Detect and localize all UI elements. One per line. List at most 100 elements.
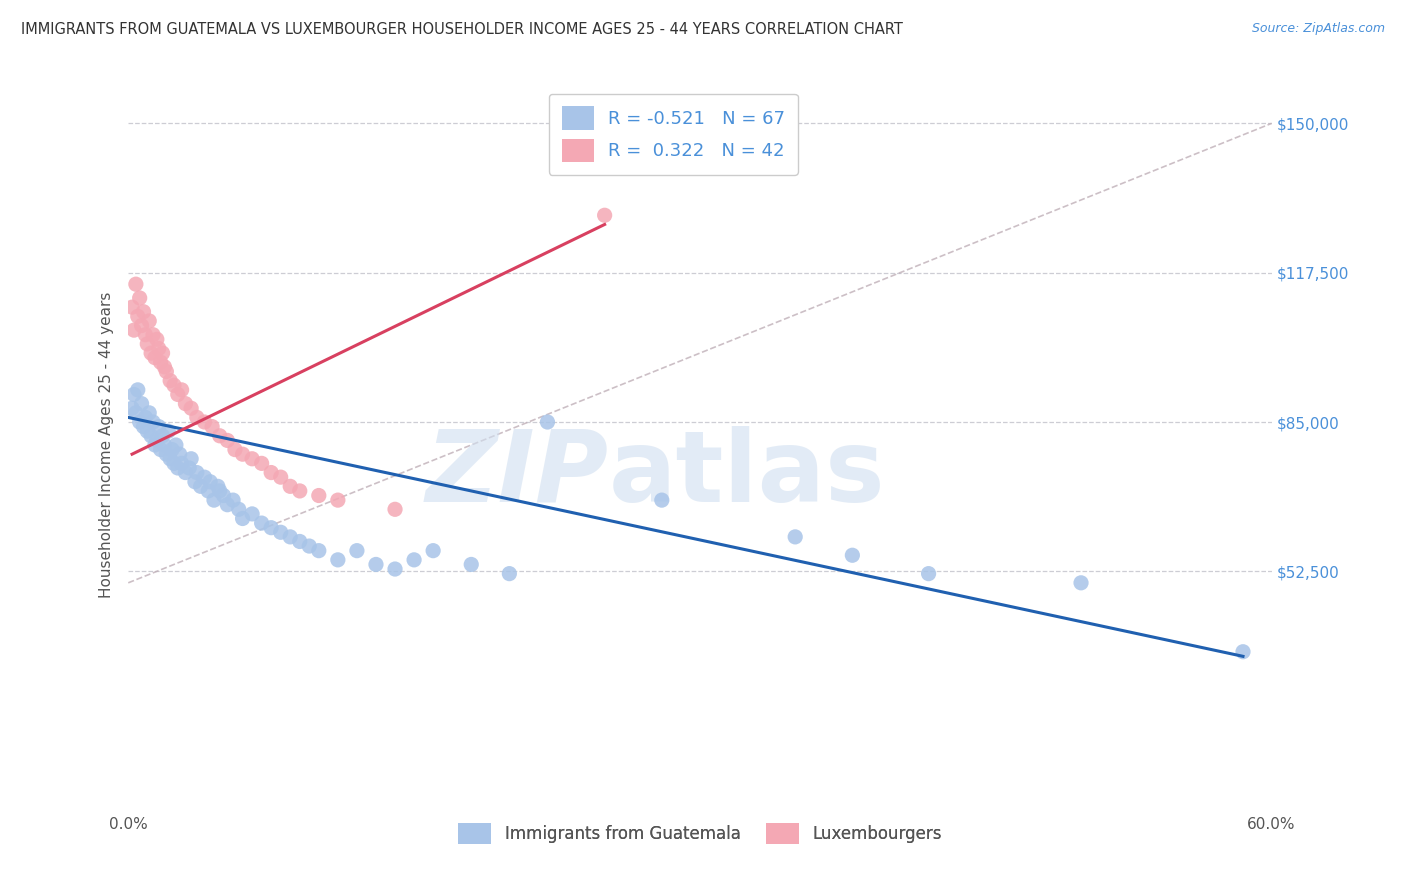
Point [180,401,202,416]
Point [278,479,301,493]
Point [198,475,221,489]
Point [224,442,246,457]
Point [1070,575,1092,590]
Point [364,558,387,572]
Point [121,300,143,314]
Point [128,291,150,305]
Point [142,415,165,429]
Point [308,543,330,558]
Point [326,553,349,567]
Point [240,451,263,466]
Point [159,451,181,466]
Point [139,429,162,443]
Point [142,327,165,342]
Legend: Immigrants from Guatemala, Luxembourgers: Immigrants from Guatemala, Luxembourgers [450,815,950,852]
Point [208,483,231,498]
Point [132,419,155,434]
Point [153,438,176,452]
Point [166,461,188,475]
Point [127,310,149,324]
Point [166,387,188,401]
Point [157,424,180,438]
Point [125,406,148,420]
Point [152,346,174,360]
Point [163,378,186,392]
Point [146,434,169,448]
Point [240,507,263,521]
Point [186,466,208,480]
Point [122,387,145,401]
Point [250,456,273,470]
Point [160,442,183,457]
Point [260,521,283,535]
Point [917,566,939,581]
Point [170,383,193,397]
Point [149,355,172,369]
Point [148,342,170,356]
Text: IMMIGRANTS FROM GUATEMALA VS LUXEMBOURGER HOUSEHOLDER INCOME AGES 25 - 44 YEARS : IMMIGRANTS FROM GUATEMALA VS LUXEMBOURGE… [21,22,903,37]
Point [250,516,273,530]
Point [125,277,148,292]
Point [163,456,186,470]
Point [139,346,162,360]
Point [134,327,156,342]
Point [136,424,159,438]
Point [278,530,301,544]
Point [180,451,202,466]
Point [785,530,807,544]
Point [149,442,172,457]
Point [384,562,406,576]
Point [193,470,215,484]
Point [422,543,444,558]
Text: atlas: atlas [609,425,884,523]
Point [128,415,150,429]
Point [193,415,215,429]
Point [536,415,558,429]
Point [228,502,250,516]
Point [346,543,368,558]
Point [326,493,349,508]
Point [384,502,406,516]
Point [131,397,153,411]
Point [207,479,229,493]
Point [460,558,482,572]
Point [288,483,311,498]
Point [174,466,197,480]
Point [212,489,235,503]
Point [232,511,254,525]
Point [288,534,311,549]
Point [159,374,181,388]
Point [217,498,239,512]
Point [201,419,224,434]
Point [298,539,321,553]
Point [404,553,426,567]
Point [155,447,177,461]
Point [138,314,160,328]
Point [841,548,863,562]
Point [222,493,245,508]
Point [170,456,193,470]
Point [232,447,254,461]
Point [208,429,231,443]
Point [146,332,169,346]
Point [202,493,225,508]
Point [197,483,219,498]
Point [165,438,187,452]
Point [270,525,292,540]
Point [153,359,176,374]
Point [186,410,208,425]
Point [143,351,166,365]
Point [270,470,292,484]
Point [143,438,166,452]
Point [184,475,207,489]
Point [169,447,191,461]
Point [152,429,174,443]
Point [260,466,283,480]
Point [131,318,153,333]
Point [593,208,616,222]
Point [651,493,673,508]
Point [1232,645,1254,659]
Point [132,304,155,318]
Point [127,383,149,397]
Point [308,489,330,503]
